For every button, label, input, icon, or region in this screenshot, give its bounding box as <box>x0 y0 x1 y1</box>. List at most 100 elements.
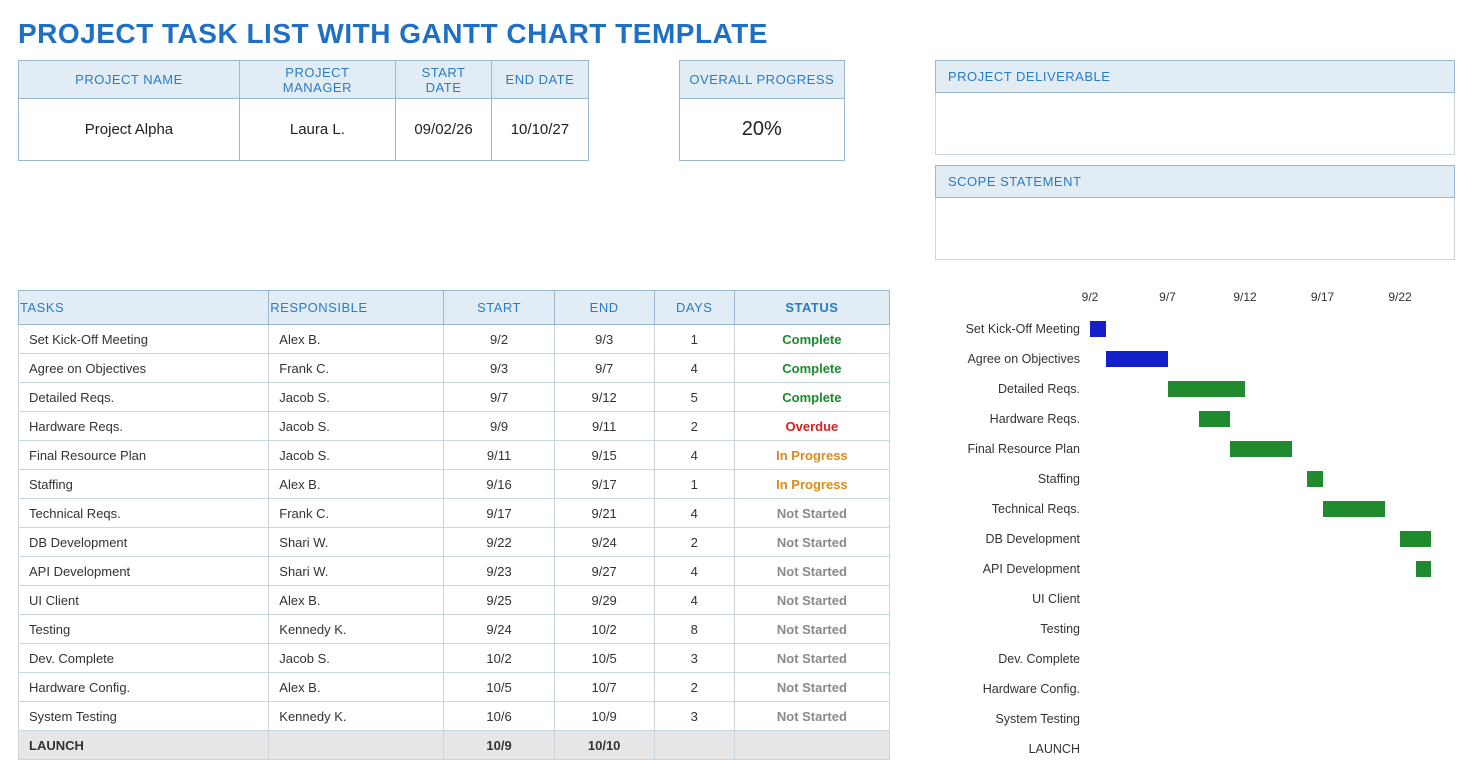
cell-status[interactable]: Complete <box>734 354 889 383</box>
value-end-date[interactable]: 10/10/27 <box>492 99 588 161</box>
cell-start[interactable]: 9/11 <box>444 441 554 470</box>
cell-end[interactable]: 9/24 <box>554 528 654 557</box>
table-row[interactable]: Detailed Reqs.Jacob S.9/79/125Complete <box>19 383 890 412</box>
cell-responsible[interactable]: Shari W. <box>269 557 444 586</box>
table-row[interactable]: Hardware Config.Alex B.10/510/72Not Star… <box>19 673 890 702</box>
cell-status[interactable]: Not Started <box>734 644 889 673</box>
cell-start[interactable]: 9/24 <box>444 615 554 644</box>
table-row[interactable]: LAUNCH 10/910/10 <box>19 731 890 760</box>
cell-end[interactable]: 9/12 <box>554 383 654 412</box>
cell-responsible[interactable]: Alex B. <box>269 325 444 354</box>
cell-task[interactable]: Dev. Complete <box>19 644 269 673</box>
table-row[interactable]: UI ClientAlex B.9/259/294Not Started <box>19 586 890 615</box>
value-deliverable[interactable] <box>935 93 1455 155</box>
cell-days[interactable]: 8 <box>654 615 734 644</box>
cell-task[interactable]: Hardware Reqs. <box>19 412 269 441</box>
cell-end[interactable]: 10/9 <box>554 702 654 731</box>
cell-responsible[interactable] <box>269 731 444 760</box>
cell-responsible[interactable]: Alex B. <box>269 586 444 615</box>
cell-task[interactable]: Set Kick-Off Meeting <box>19 325 269 354</box>
cell-task[interactable]: Technical Reqs. <box>19 499 269 528</box>
cell-task[interactable]: Hardware Config. <box>19 673 269 702</box>
table-row[interactable]: TestingKennedy K.9/2410/28Not Started <box>19 615 890 644</box>
cell-status[interactable]: Complete <box>734 383 889 412</box>
cell-task[interactable]: Detailed Reqs. <box>19 383 269 412</box>
cell-task[interactable]: DB Development <box>19 528 269 557</box>
cell-responsible[interactable]: Kennedy K. <box>269 615 444 644</box>
table-row[interactable]: StaffingAlex B.9/169/171In Progress <box>19 470 890 499</box>
table-row[interactable]: Dev. CompleteJacob S.10/210/53Not Starte… <box>19 644 890 673</box>
cell-responsible[interactable]: Frank C. <box>269 499 444 528</box>
cell-responsible[interactable]: Jacob S. <box>269 383 444 412</box>
cell-task[interactable]: Testing <box>19 615 269 644</box>
cell-task[interactable]: Final Resource Plan <box>19 441 269 470</box>
cell-days[interactable]: 1 <box>654 325 734 354</box>
cell-start[interactable]: 9/17 <box>444 499 554 528</box>
cell-start[interactable]: 9/22 <box>444 528 554 557</box>
cell-days[interactable]: 4 <box>654 499 734 528</box>
cell-start[interactable]: 9/3 <box>444 354 554 383</box>
table-row[interactable]: Technical Reqs.Frank C.9/179/214Not Star… <box>19 499 890 528</box>
cell-status[interactable]: In Progress <box>734 441 889 470</box>
cell-days[interactable]: 3 <box>654 644 734 673</box>
cell-days[interactable]: 4 <box>654 441 734 470</box>
cell-end[interactable]: 9/11 <box>554 412 654 441</box>
cell-status[interactable]: In Progress <box>734 470 889 499</box>
value-start-date[interactable]: 09/02/26 <box>395 99 491 161</box>
cell-responsible[interactable]: Jacob S. <box>269 412 444 441</box>
cell-status[interactable]: Not Started <box>734 499 889 528</box>
cell-days[interactable]: 1 <box>654 470 734 499</box>
cell-days[interactable] <box>654 731 734 760</box>
cell-responsible[interactable]: Shari W. <box>269 528 444 557</box>
cell-task[interactable]: API Development <box>19 557 269 586</box>
cell-end[interactable]: 9/15 <box>554 441 654 470</box>
cell-status[interactable]: Overdue <box>734 412 889 441</box>
cell-task[interactable]: System Testing <box>19 702 269 731</box>
value-project-manager[interactable]: Laura L. <box>239 99 395 161</box>
cell-responsible[interactable]: Alex B. <box>269 673 444 702</box>
cell-days[interactable]: 2 <box>654 412 734 441</box>
cell-status[interactable]: Not Started <box>734 615 889 644</box>
cell-start[interactable]: 10/9 <box>444 731 554 760</box>
table-row[interactable]: Agree on ObjectivesFrank C.9/39/74Comple… <box>19 354 890 383</box>
table-row[interactable]: Set Kick-Off MeetingAlex B.9/29/31Comple… <box>19 325 890 354</box>
cell-task[interactable]: LAUNCH <box>19 731 269 760</box>
cell-start[interactable]: 10/5 <box>444 673 554 702</box>
cell-end[interactable]: 10/7 <box>554 673 654 702</box>
cell-end[interactable]: 9/3 <box>554 325 654 354</box>
cell-responsible[interactable]: Alex B. <box>269 470 444 499</box>
cell-days[interactable]: 5 <box>654 383 734 412</box>
cell-start[interactable]: 9/23 <box>444 557 554 586</box>
cell-end[interactable]: 9/27 <box>554 557 654 586</box>
cell-start[interactable]: 10/6 <box>444 702 554 731</box>
cell-end[interactable]: 9/7 <box>554 354 654 383</box>
cell-start[interactable]: 9/9 <box>444 412 554 441</box>
table-row[interactable]: Hardware Reqs.Jacob S.9/99/112Overdue <box>19 412 890 441</box>
cell-end[interactable]: 9/21 <box>554 499 654 528</box>
cell-end[interactable]: 10/2 <box>554 615 654 644</box>
cell-responsible[interactable]: Jacob S. <box>269 441 444 470</box>
cell-start[interactable]: 9/7 <box>444 383 554 412</box>
cell-task[interactable]: Agree on Objectives <box>19 354 269 383</box>
table-row[interactable]: Final Resource PlanJacob S.9/119/154In P… <box>19 441 890 470</box>
cell-days[interactable]: 4 <box>654 557 734 586</box>
cell-end[interactable]: 10/5 <box>554 644 654 673</box>
cell-days[interactable]: 2 <box>654 528 734 557</box>
table-row[interactable]: System TestingKennedy K.10/610/93Not Sta… <box>19 702 890 731</box>
cell-task[interactable]: Staffing <box>19 470 269 499</box>
cell-status[interactable] <box>734 731 889 760</box>
value-scope[interactable] <box>935 198 1455 260</box>
cell-end[interactable]: 10/10 <box>554 731 654 760</box>
cell-days[interactable]: 2 <box>654 673 734 702</box>
cell-days[interactable]: 3 <box>654 702 734 731</box>
cell-start[interactable]: 9/16 <box>444 470 554 499</box>
table-row[interactable]: DB DevelopmentShari W.9/229/242Not Start… <box>19 528 890 557</box>
cell-status[interactable]: Not Started <box>734 702 889 731</box>
cell-start[interactable]: 9/2 <box>444 325 554 354</box>
table-row[interactable]: API DevelopmentShari W.9/239/274Not Star… <box>19 557 890 586</box>
cell-responsible[interactable]: Kennedy K. <box>269 702 444 731</box>
cell-status[interactable]: Not Started <box>734 673 889 702</box>
cell-status[interactable]: Complete <box>734 325 889 354</box>
cell-status[interactable]: Not Started <box>734 586 889 615</box>
cell-task[interactable]: UI Client <box>19 586 269 615</box>
